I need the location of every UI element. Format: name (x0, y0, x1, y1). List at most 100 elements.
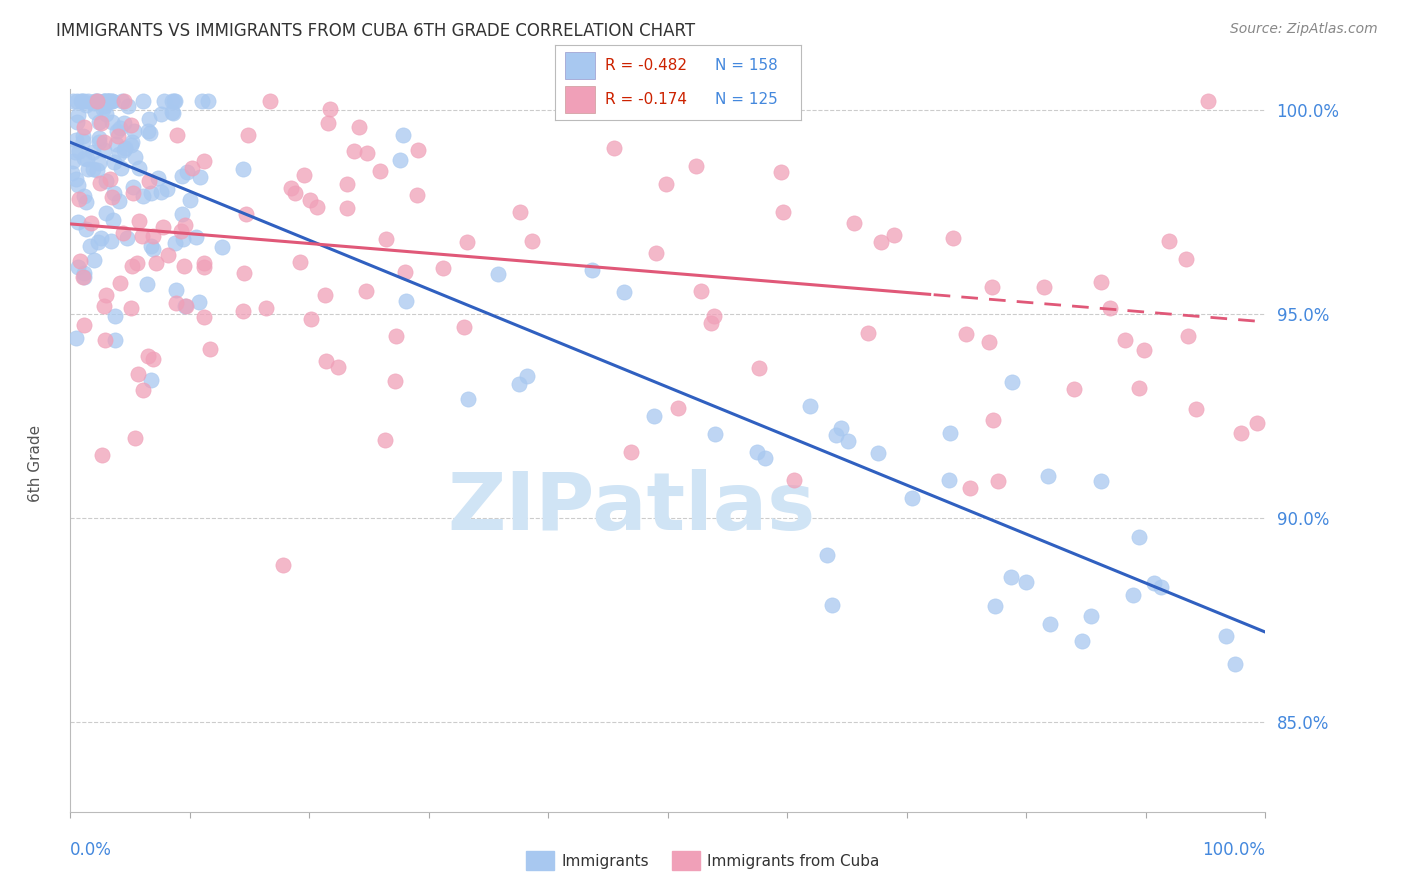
Point (385, 329, 408, 343)
Point (343, 144, 366, 158)
Point (66, 215, 89, 229)
Point (67, 193, 90, 207)
Point (87, 156, 110, 170)
Point (1143, 576, 1166, 591)
Point (955, 327, 977, 342)
Point (374, 433, 396, 447)
Point (87, 114, 110, 128)
Point (100, 234, 122, 248)
Point (603, 141, 626, 155)
Point (73, 95, 96, 109)
Text: R = -0.174: R = -0.174 (605, 92, 686, 107)
Point (977, 334, 1000, 349)
Point (122, 186, 145, 201)
Point (87, 131, 110, 145)
Point (96, 95, 118, 109)
Point (112, 95, 135, 109)
Point (292, 168, 315, 182)
Point (1114, 334, 1136, 348)
Point (73, 318, 96, 332)
Point (153, 95, 176, 109)
Point (233, 266, 256, 280)
Point (111, 95, 134, 109)
Point (87, 95, 110, 109)
Point (1099, 301, 1122, 315)
Point (456, 235, 478, 249)
Point (98, 95, 121, 109)
Legend: Immigrants, Immigrants from Cuba: Immigrants, Immigrants from Cuba (520, 846, 886, 876)
Point (453, 319, 475, 334)
Point (165, 283, 187, 297)
Point (121, 136, 143, 150)
Point (197, 95, 219, 109)
Point (193, 310, 215, 324)
Point (110, 161, 132, 175)
Point (375, 232, 398, 246)
Point (65, 133, 87, 147)
Point (70, 95, 93, 109)
Point (103, 186, 125, 201)
Point (72, 120, 94, 134)
Point (837, 434, 859, 449)
Point (120, 301, 142, 316)
Point (1132, 343, 1154, 357)
Point (176, 165, 198, 179)
Point (87, 135, 110, 149)
Point (336, 201, 359, 215)
Point (187, 294, 209, 309)
Point (191, 95, 214, 109)
Text: 0.0%: 0.0% (70, 840, 112, 859)
Point (1197, 95, 1219, 109)
Point (981, 413, 1004, 427)
Point (326, 359, 349, 374)
Point (689, 284, 711, 298)
Point (938, 474, 960, 488)
Point (82, 145, 104, 159)
Point (1080, 609, 1102, 624)
Point (516, 368, 538, 383)
Point (900, 491, 922, 505)
Point (145, 255, 167, 269)
Point (349, 120, 371, 135)
Point (581, 262, 603, 277)
Point (72, 134, 94, 148)
Point (685, 159, 707, 173)
Text: IMMIGRANTS VS IMMIGRANTS FROM CUBA 6TH GRADE CORRELATION CHART: IMMIGRANTS VS IMMIGRANTS FROM CUBA 6TH G… (56, 22, 696, 40)
Point (101, 95, 124, 109)
Point (111, 226, 134, 240)
Point (1122, 588, 1144, 602)
Point (89, 176, 111, 190)
Point (128, 161, 150, 175)
Text: N = 125: N = 125 (716, 92, 778, 107)
Point (83, 253, 105, 268)
Point (93, 99, 115, 113)
Point (193, 260, 215, 274)
Point (94, 107, 117, 121)
Point (112, 116, 135, 130)
Point (86, 163, 108, 178)
Point (84, 95, 107, 109)
Point (1159, 234, 1181, 248)
Point (83, 95, 105, 109)
Point (1223, 657, 1246, 671)
Point (193, 256, 215, 270)
Point (67, 260, 90, 275)
Point (165, 296, 187, 310)
Point (866, 446, 889, 460)
Point (299, 193, 322, 207)
Point (124, 150, 146, 164)
Point (79, 239, 101, 253)
Point (93, 103, 115, 117)
Point (101, 213, 124, 227)
Point (942, 231, 965, 245)
Point (821, 598, 844, 612)
Point (101, 190, 124, 204)
Point (703, 309, 725, 323)
Point (132, 189, 155, 203)
Point (395, 294, 418, 309)
Point (883, 227, 905, 242)
Point (315, 353, 337, 368)
Point (172, 207, 194, 221)
Point (160, 105, 183, 120)
Point (830, 421, 852, 435)
